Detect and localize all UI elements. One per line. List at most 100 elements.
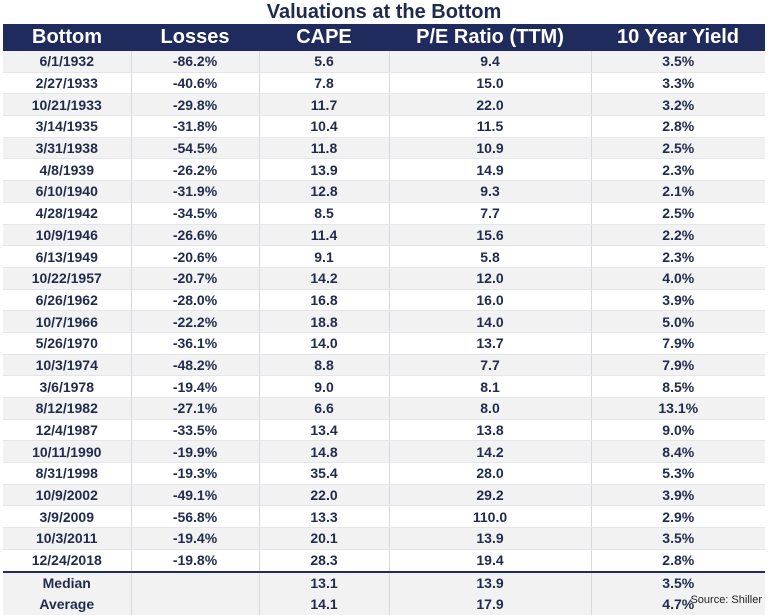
cell-pe-ratio: 14.9 [389, 158, 592, 182]
cell-bottom-date: 10/22/1957 [3, 267, 132, 290]
table-row: 10/9/2002 -49.1% 22.0 29.2 3.9% [3, 484, 765, 507]
cell-ten-year-yield: 3.5% [591, 570, 765, 594]
cell-bottom-date: 6/13/1949 [3, 245, 132, 268]
cell-ten-year-yield: 2.3% [591, 245, 765, 268]
cell-pe-ratio: 12.0 [389, 267, 592, 290]
cell-pe-ratio: 13.9 [389, 527, 592, 550]
table-row: 8/12/1982 -27.1% 6.6 8.0 13.1% [3, 397, 765, 420]
cell-ten-year-yield: 2.3% [591, 158, 765, 182]
cell-losses: -19.4% [131, 375, 260, 398]
cell-bottom-date: 8/12/1982 [3, 397, 132, 420]
column-header-losses: Losses [131, 24, 259, 51]
cell-losses: -22.2% [131, 310, 260, 333]
table-row: 6/1/1932 -86.2% 5.6 9.4 3.5% [3, 51, 765, 73]
cell-losses: -26.6% [131, 224, 260, 247]
cell-cape: 13.9 [259, 158, 390, 182]
cell-cape: 8.8 [259, 354, 390, 377]
cell-losses: -40.6% [131, 72, 260, 95]
cell-ten-year-yield: 2.5% [591, 202, 765, 225]
cell-losses: -33.5% [131, 419, 260, 442]
table-row: 12/4/1987 -33.5% 13.4 13.8 9.0% [3, 419, 765, 442]
cell-ten-year-yield: 2.8% [591, 549, 765, 573]
cell-cape: 14.0 [259, 332, 390, 355]
cell-cape: 16.8 [259, 289, 390, 312]
cell-pe-ratio: 110.0 [389, 505, 592, 529]
cell-ten-year-yield: 5.0% [591, 310, 765, 333]
summary-row: Average 14.1 17.9 4.7% [3, 593, 765, 615]
cell-bottom-date: Median [3, 570, 132, 594]
cell-losses: -19.8% [131, 549, 260, 573]
table-row: 3/9/2009 -56.8% 13.3 110.0 2.9% [3, 505, 765, 529]
cell-cape: 20.1 [259, 527, 390, 550]
cell-bottom-date: 6/10/1940 [3, 180, 132, 203]
cell-ten-year-yield: 9.0% [591, 419, 765, 442]
cell-pe-ratio: 28.0 [389, 462, 592, 485]
cell-cape: 9.0 [259, 375, 390, 398]
cell-bottom-date: 6/1/1932 [3, 51, 132, 73]
cell-losses: -31.8% [131, 115, 260, 138]
cell-pe-ratio: 8.0 [389, 397, 592, 420]
cell-ten-year-yield: 5.3% [591, 462, 765, 485]
table-row: 3/31/1938 -54.5% 11.8 10.9 2.5% [3, 137, 765, 160]
table-row: 10/3/1974 -48.2% 8.8 7.7 7.9% [3, 354, 765, 377]
cell-bottom-date: Average [3, 593, 132, 615]
cell-bottom-date: 10/3/1974 [3, 354, 132, 377]
table-row: 8/31/1998 -19.3% 35.4 28.0 5.3% [3, 462, 765, 485]
cell-bottom-date: 10/11/1990 [3, 440, 132, 464]
cell-pe-ratio: 22.0 [389, 93, 592, 117]
cell-bottom-date: 8/31/1998 [3, 462, 132, 485]
cell-losses: -49.1% [131, 484, 260, 507]
cell-losses: -48.2% [131, 354, 260, 377]
cell-cape: 18.8 [259, 310, 390, 333]
cell-cape: 11.8 [259, 137, 390, 160]
cell-losses: -86.2% [131, 51, 260, 73]
cell-cape: 12.8 [259, 180, 390, 203]
cell-cape: 5.6 [259, 51, 390, 73]
cell-bottom-date: 3/9/2009 [3, 505, 132, 529]
cell-pe-ratio: 15.0 [389, 72, 592, 95]
cell-bottom-date: 4/28/1942 [3, 202, 132, 225]
cell-bottom-date: 10/7/1966 [3, 310, 132, 333]
cell-ten-year-yield: 3.3% [591, 72, 765, 95]
cell-losses: -19.4% [131, 527, 260, 550]
header-row: Bottom Losses CAPE P/E Ratio (TTM) 10 Ye… [3, 24, 765, 51]
cell-ten-year-yield: 2.9% [591, 505, 765, 529]
cell-bottom-date: 4/8/1939 [3, 158, 132, 182]
cell-losses: -34.5% [131, 202, 260, 225]
cell-losses: -31.9% [131, 180, 260, 203]
cell-pe-ratio: 15.6 [389, 224, 592, 247]
cell-ten-year-yield: 7.9% [591, 354, 765, 377]
cell-bottom-date: 12/4/1987 [3, 419, 132, 442]
cell-losses: -20.6% [131, 245, 260, 268]
cell-losses: -29.8% [131, 93, 260, 117]
cell-cape: 14.8 [259, 440, 390, 464]
table-row: 6/26/1962 -28.0% 16.8 16.0 3.9% [3, 289, 765, 312]
cell-ten-year-yield: 3.2% [591, 93, 765, 117]
table-row: 3/14/1935 -31.8% 10.4 11.5 2.8% [3, 115, 765, 138]
cell-cape: 11.7 [259, 93, 390, 117]
cell-bottom-date: 10/9/2002 [3, 484, 132, 507]
cell-pe-ratio: 29.2 [389, 484, 592, 507]
cell-ten-year-yield: 13.1% [591, 397, 765, 420]
table-row: 10/3/2011 -19.4% 20.1 13.9 3.5% [3, 527, 765, 550]
cell-bottom-date: 5/26/1970 [3, 332, 132, 355]
cell-cape: 22.0 [259, 484, 390, 507]
cell-losses: -54.5% [131, 137, 260, 160]
cell-losses [131, 593, 260, 615]
column-header-cape: CAPE [259, 24, 389, 51]
cell-losses: -19.9% [131, 440, 260, 464]
table-row: 10/7/1966 -22.2% 18.8 14.0 5.0% [3, 310, 765, 333]
cell-losses: -56.8% [131, 505, 260, 529]
table-row: 2/27/1933 -40.6% 7.8 15.0 3.3% [3, 72, 765, 95]
cell-bottom-date: 12/24/2018 [3, 549, 132, 573]
table-body: 6/1/1932 -86.2% 5.6 9.4 3.5% 2/27/1933 -40.6% 7… [3, 51, 765, 573]
table-row: 10/9/1946 -26.6% 11.4 15.6 2.2% [3, 224, 765, 247]
cell-cape: 14.1 [259, 593, 390, 615]
cell-pe-ratio: 7.7 [389, 202, 592, 225]
column-header-bottom: Bottom [3, 24, 131, 51]
cell-cape: 28.3 [259, 549, 390, 573]
summary-row: Median 13.1 13.9 3.5% [3, 570, 765, 594]
cell-cape: 13.4 [259, 419, 390, 442]
cell-pe-ratio: 14.0 [389, 310, 592, 333]
cell-bottom-date: 3/31/1938 [3, 137, 132, 160]
